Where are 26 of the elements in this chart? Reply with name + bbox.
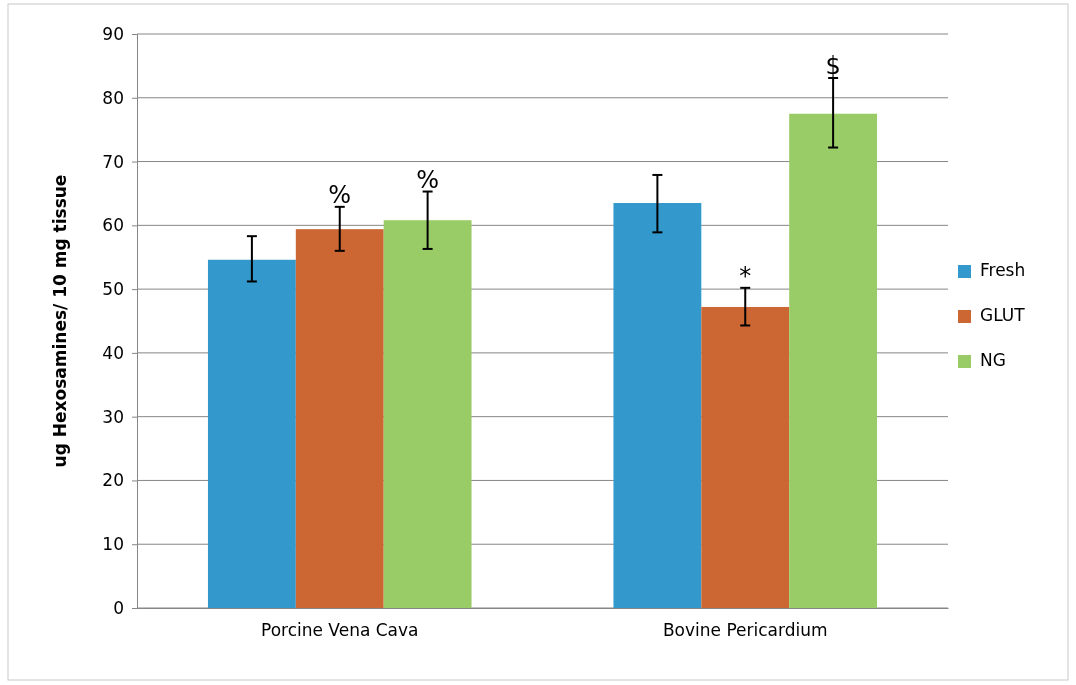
y-tick-label: 0 <box>113 597 124 618</box>
bar <box>613 203 702 608</box>
annotation: $ <box>825 52 841 81</box>
legend-label: NG <box>980 350 1006 370</box>
x-tick-label: Porcine Vena Cava <box>261 620 419 641</box>
y-tick-label: 50 <box>102 279 124 300</box>
y-tick-label: 80 <box>102 87 124 108</box>
annotation: * <box>739 261 752 290</box>
bar <box>207 259 296 608</box>
x-tick-label: Bovine Pericardium <box>662 620 828 641</box>
y-tick-label: 20 <box>102 470 124 491</box>
y-tick-label: 90 <box>102 23 124 44</box>
bar <box>295 229 384 608</box>
y-tick-label: 10 <box>102 534 124 555</box>
y-tick-label: 70 <box>102 151 124 172</box>
bar <box>789 113 878 608</box>
y-axis-title: ug Hexosamines/ 10 mg tissue <box>50 174 70 468</box>
y-tick-label: 40 <box>102 342 124 363</box>
y-tick-label: 30 <box>102 406 124 427</box>
legend-label: GLUT <box>980 305 1026 325</box>
annotation: % <box>328 180 352 209</box>
bar <box>383 220 472 608</box>
annotation: % <box>416 165 440 194</box>
bar <box>701 306 790 608</box>
y-tick-label: 60 <box>102 215 124 236</box>
legend-label: Fresh <box>980 260 1026 280</box>
